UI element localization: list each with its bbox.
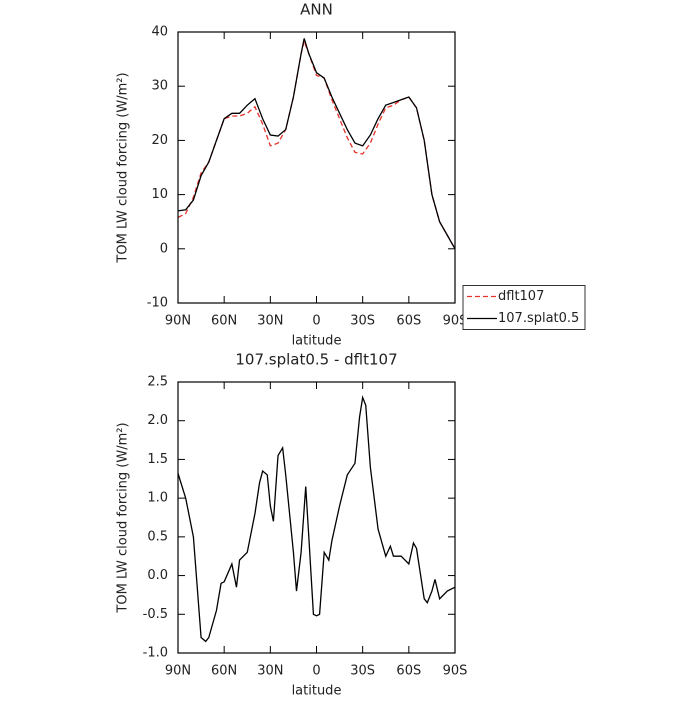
- x-tick-label: 30S: [350, 314, 375, 329]
- y-tick-label: -1.0: [143, 646, 168, 661]
- data-line: [177, 395, 456, 643]
- x-tick-label: 90N: [165, 664, 191, 679]
- y-tick-label: 40: [151, 25, 168, 40]
- data-line: [177, 38, 456, 250]
- plot-frame: [177, 31, 456, 304]
- y-axis-label: TOM LW cloud forcing (W/m²): [116, 422, 131, 613]
- x-tick-label: 60S: [396, 314, 421, 329]
- y-tick-label: 0: [160, 241, 168, 256]
- y-tick-label: -10: [147, 296, 168, 311]
- y-tick-label: 2.5: [147, 375, 168, 390]
- x-axis-label: latitude: [292, 684, 342, 699]
- x-tick-label: 0: [312, 314, 320, 329]
- y-tick-label: 20: [151, 133, 168, 148]
- y-tick-label: 30: [151, 79, 168, 94]
- x-tick-label: 90N: [165, 314, 191, 329]
- x-tick-label: 0: [312, 664, 320, 679]
- legend-label: 107.splat0.5: [498, 311, 579, 326]
- x-tick-label: 30N: [257, 314, 283, 329]
- x-tick-label: 60N: [211, 664, 237, 679]
- x-tick-label: 60S: [396, 664, 421, 679]
- plot-frame: [177, 381, 456, 654]
- y-tick-label: 0.5: [147, 529, 168, 544]
- y-tick-label: 1.0: [147, 491, 168, 506]
- x-tick-label: 30N: [257, 664, 283, 679]
- x-tick-label: 90S: [443, 314, 468, 329]
- legend-box: [462, 285, 586, 330]
- y-tick-label: 0.0: [147, 568, 168, 583]
- chart-title: 107.splat0.5 - dflt107: [235, 351, 397, 369]
- y-axis-label: TOM LW cloud forcing (W/m²): [116, 72, 131, 263]
- x-tick-label: 60N: [211, 314, 237, 329]
- y-tick-label: -0.5: [143, 607, 168, 622]
- x-tick-label: 30S: [350, 664, 375, 679]
- y-tick-label: 1.5: [147, 452, 168, 467]
- x-axis-label: latitude: [292, 334, 342, 349]
- legend-label: dflt107: [498, 289, 544, 304]
- x-tick-label: 90S: [443, 664, 468, 679]
- y-tick-label: 10: [151, 187, 168, 202]
- chart-title: ANN: [300, 1, 333, 19]
- y-tick-label: 2.0: [147, 413, 168, 428]
